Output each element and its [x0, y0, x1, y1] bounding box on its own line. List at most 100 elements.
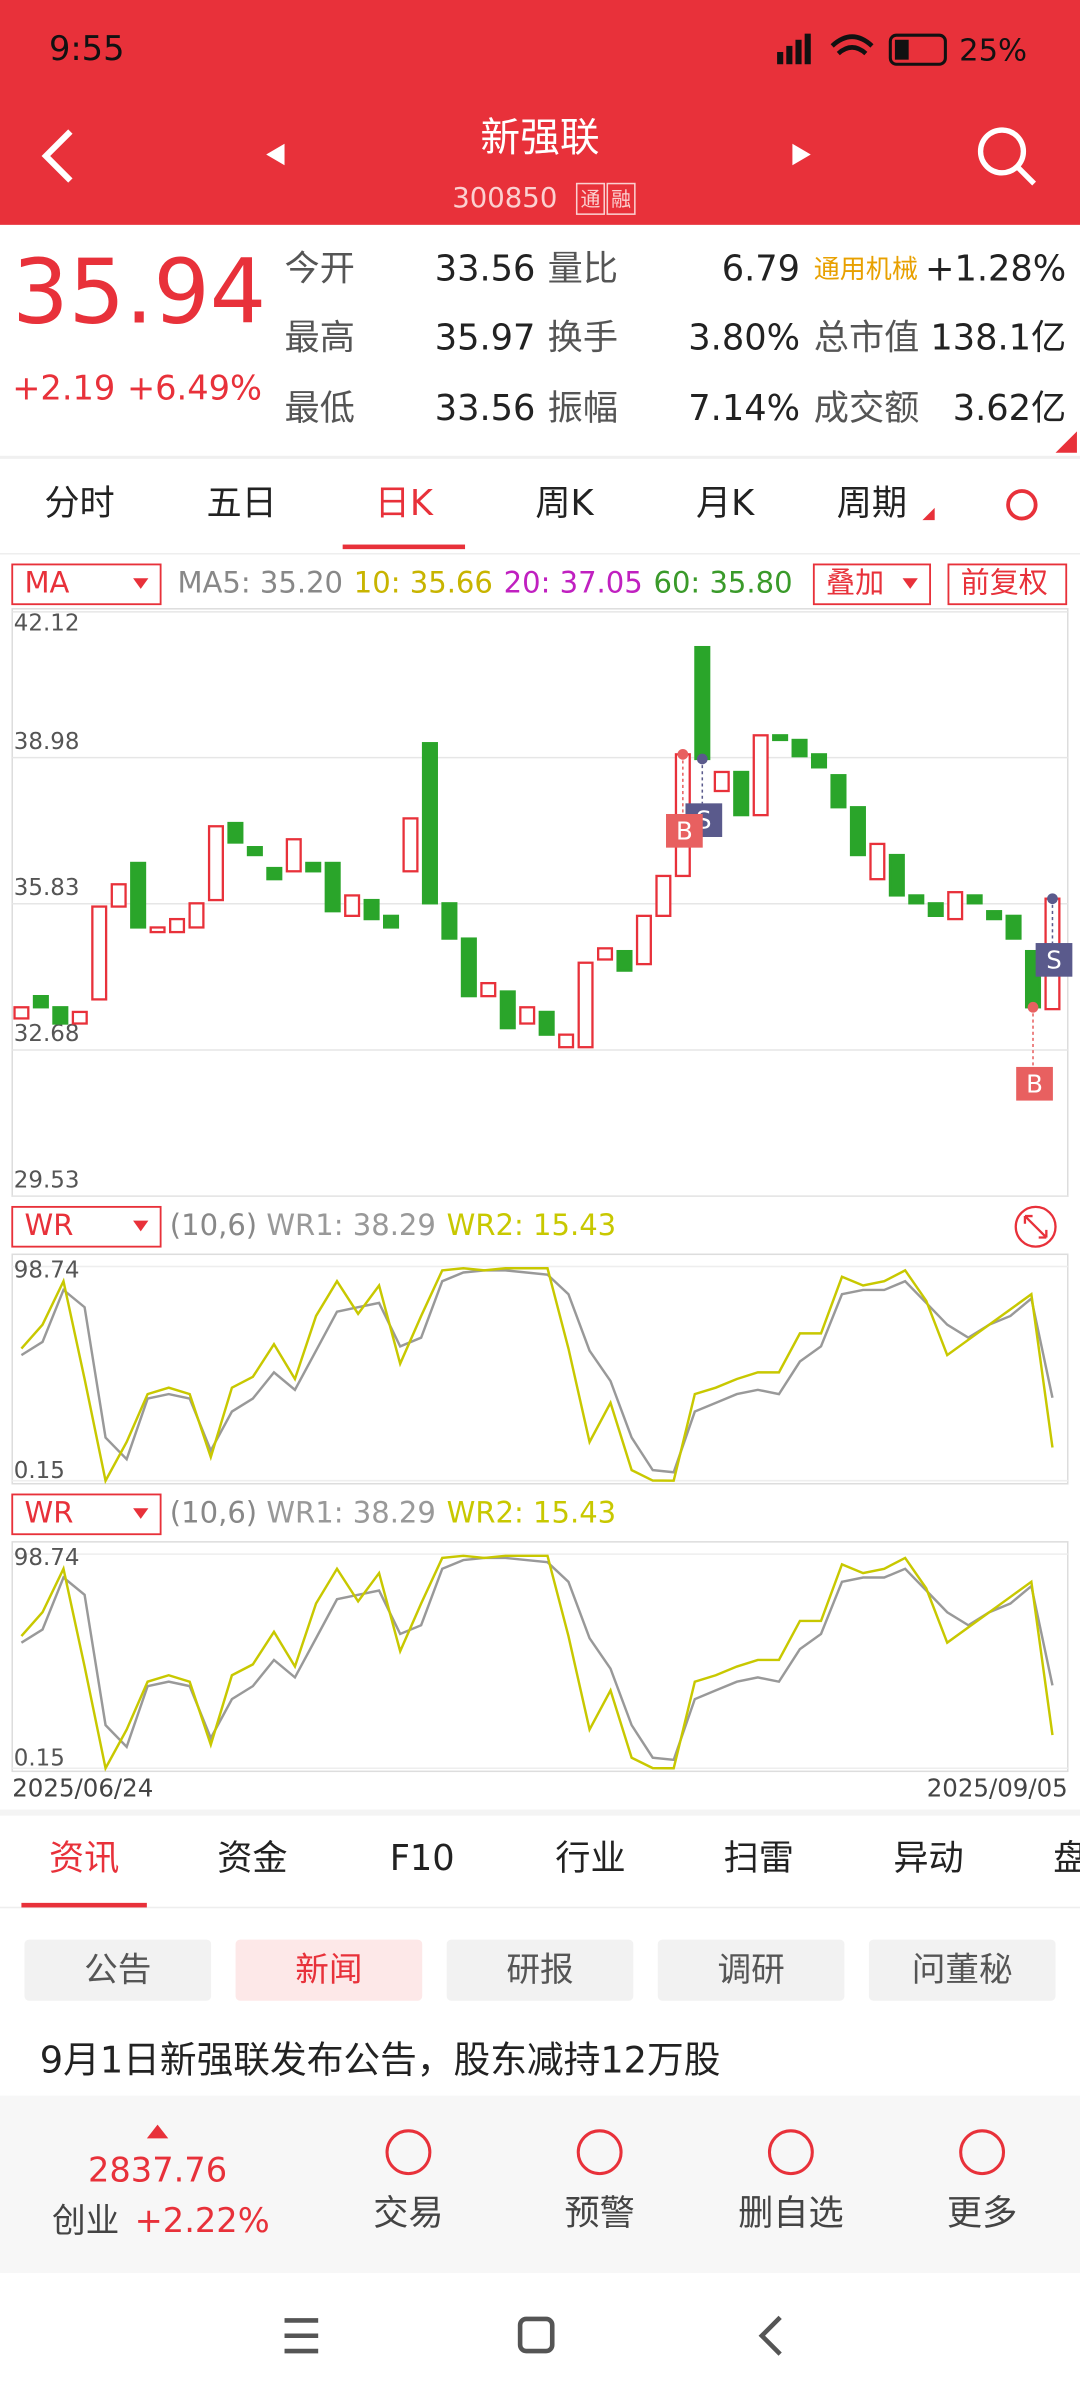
news-tab[interactable]: 盘: [1053, 1838, 1080, 1879]
legend-entry: WR2: 15.43: [447, 1495, 617, 1529]
menu-button[interactable]: [284, 2318, 319, 2354]
y-tick-label: 32.68: [14, 1021, 80, 1047]
expand-button[interactable]: [1014, 1205, 1057, 1248]
candle: [499, 990, 516, 1030]
news-tab[interactable]: 扫雷: [724, 1838, 794, 1879]
bottom-icon[interactable]: [767, 2129, 814, 2176]
field-value: 138.1亿: [930, 318, 1066, 359]
stock-code: 300850: [452, 182, 557, 214]
field-value: 3.62亿: [953, 388, 1067, 429]
candle: [772, 734, 789, 742]
field-value: 3.80%: [688, 318, 800, 359]
bottom-label[interactable]: 删自选: [738, 2193, 844, 2234]
field-value: 7.14%: [688, 388, 800, 429]
indicator-select-box[interactable]: [11, 1205, 162, 1248]
indicator-select-box[interactable]: [11, 563, 162, 606]
tab[interactable]: 五日: [207, 483, 277, 524]
news-tab[interactable]: F10: [390, 1838, 455, 1879]
signal-box: [666, 813, 703, 848]
bottom-label[interactable]: 更多: [947, 2193, 1017, 2234]
signal-label: B: [1026, 1069, 1043, 1098]
tab[interactable]: 日K: [375, 483, 434, 524]
field-label: 振幅: [548, 388, 618, 429]
battery-text: 25%: [959, 34, 1027, 69]
chip[interactable]: [657, 1939, 845, 2001]
bottom-icon[interactable]: [959, 2129, 1006, 2176]
candle: [71, 1010, 88, 1025]
x-tick-label: 2025/09/05: [927, 1774, 1068, 1803]
tab[interactable]: 周K: [535, 483, 594, 524]
indicator-select-box[interactable]: [11, 1493, 162, 1536]
next-stock[interactable]: [792, 143, 811, 166]
chip-label[interactable]: 新闻: [295, 1950, 362, 1989]
chip-label[interactable]: 问董秘: [912, 1950, 1013, 1989]
chip-label[interactable]: 调研: [717, 1950, 784, 1989]
indicator-select[interactable]: WR: [24, 1495, 73, 1529]
index-name: 创业: [52, 2201, 119, 2240]
chip[interactable]: [446, 1939, 634, 2001]
candle: [363, 898, 380, 921]
candle: [927, 902, 944, 917]
back-button[interactable]: [41, 129, 73, 183]
candle: [830, 774, 847, 809]
field-label: 通用机械: [814, 255, 918, 285]
stock-name: 新强联: [480, 115, 599, 161]
chip-label[interactable]: 公告: [84, 1950, 151, 1989]
candle: [441, 902, 458, 940]
signal-label: B: [676, 816, 693, 845]
divider: [0, 455, 1080, 459]
search-button[interactable]: [977, 127, 1027, 176]
headline[interactable]: 9月1日新强联发布公告，股东减持12万股: [40, 2038, 721, 2081]
badge: 通: [581, 188, 601, 211]
bottom-icon[interactable]: [576, 2129, 623, 2176]
back-nav-button[interactable]: [758, 2315, 782, 2356]
news-tab[interactable]: 资金: [217, 1838, 287, 1879]
index-arrow: [146, 2124, 169, 2139]
badge-box: [606, 182, 636, 215]
settings-button[interactable]: [1006, 489, 1038, 521]
candle: [285, 838, 302, 873]
adjust-button-box[interactable]: [947, 563, 1068, 606]
chip-label[interactable]: 研报: [506, 1950, 573, 1989]
wr-params: (10,6): [170, 1208, 257, 1242]
chip[interactable]: [24, 1939, 212, 2001]
news-tab[interactable]: 行业: [555, 1838, 625, 1879]
change-pct: +6.49%: [127, 369, 262, 408]
field-label: 总市值: [814, 318, 920, 359]
y-tick-label: 98.74: [14, 1545, 80, 1571]
tab[interactable]: 分时: [44, 483, 114, 524]
legend-entry: WR2: 15.43: [447, 1208, 617, 1242]
legend-entry: WR1: 38.29: [266, 1495, 436, 1529]
candle: [383, 914, 400, 929]
chip[interactable]: [235, 1939, 423, 2001]
adjust-button[interactable]: 前复权: [961, 565, 1048, 599]
wifi-icon: [830, 34, 874, 56]
prev-stock[interactable]: [266, 143, 285, 166]
indicator-select[interactable]: WR: [24, 1208, 73, 1242]
expand-arrows: [1023, 1214, 1048, 1239]
field-value: 35.97: [435, 318, 536, 359]
battery-level: [894, 39, 909, 60]
overlay-button[interactable]: 叠加: [826, 565, 884, 599]
chip[interactable]: [868, 1939, 1056, 2001]
signal-icon: [777, 33, 811, 65]
corner-mark: [1055, 431, 1077, 453]
y-tick-label: 29.53: [14, 1167, 80, 1193]
bottom-label[interactable]: 交易: [373, 2193, 443, 2234]
candle: [149, 926, 166, 934]
home-button[interactable]: [517, 2316, 555, 2354]
news-tab[interactable]: 异动: [893, 1838, 963, 1879]
field-value: 33.56: [435, 388, 536, 429]
candle: [246, 846, 263, 857]
tab[interactable]: 周期: [837, 483, 907, 524]
news-tab[interactable]: 资讯: [49, 1838, 119, 1879]
candle: [344, 894, 361, 917]
indicator-select[interactable]: MA: [24, 565, 69, 599]
y-tick-label: 0.15: [14, 1458, 65, 1484]
ma-legend: 10: 35.66: [354, 565, 493, 599]
tab[interactable]: 月K: [696, 483, 755, 524]
wr-line: [20, 1554, 1054, 1772]
bottom-label[interactable]: 预警: [564, 2193, 634, 2234]
field-label: 成交额: [814, 388, 920, 429]
bottom-icon[interactable]: [385, 2129, 432, 2176]
